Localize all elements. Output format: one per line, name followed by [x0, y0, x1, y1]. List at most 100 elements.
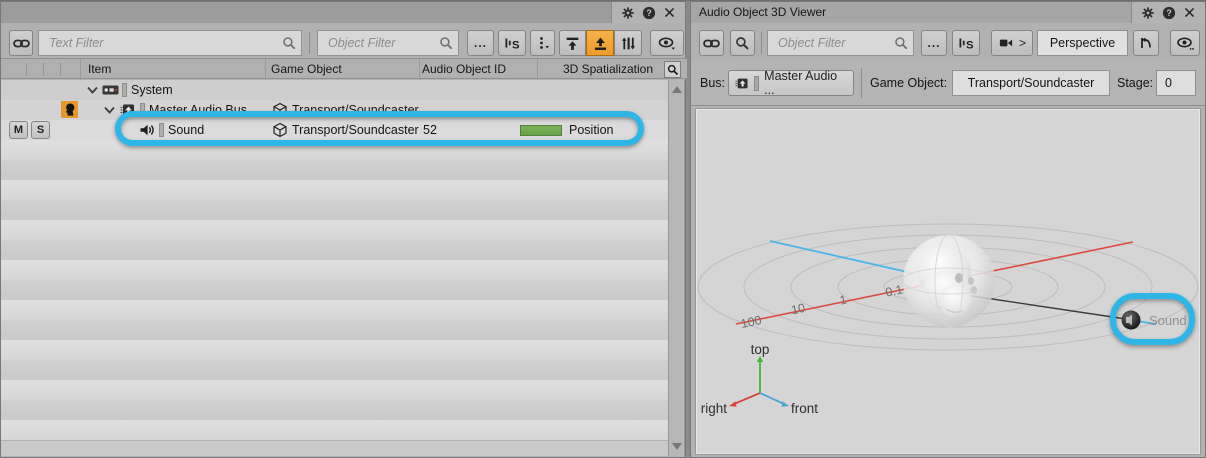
visibility-button[interactable] — [650, 30, 684, 56]
chevron-down-icon[interactable] — [87, 85, 98, 95]
more-options-button[interactable]: ... — [467, 30, 494, 56]
close-icon[interactable] — [662, 5, 677, 20]
help-icon[interactable]: ? — [641, 5, 656, 20]
close-icon[interactable] — [1182, 5, 1197, 20]
column-header-item[interactable]: Item — [88, 62, 112, 76]
scene-canvas: 100 10 1 0.1 — [697, 223, 1199, 416]
soundcaster-filter-button[interactable]: S — [498, 30, 526, 56]
camera-expand-label: > — [1018, 36, 1026, 50]
toolbar-separator — [309, 32, 310, 54]
camera-icon — [999, 39, 1013, 47]
help-icon[interactable]: ? — [1161, 5, 1176, 20]
chevron-down-icon[interactable] — [104, 105, 115, 115]
scroll-up-icon[interactable] — [672, 86, 682, 93]
camera-button[interactable]: > — [991, 30, 1033, 56]
distance-label-0-1: 0.1 — [884, 282, 904, 299]
table-header: Item Game Object Audio Object ID 3D Spat… — [1, 58, 687, 80]
left-titlebar: ? — [1, 2, 685, 23]
left-titlebar-buttons: ? — [611, 2, 685, 23]
audio-bus-icon — [735, 78, 748, 88]
bus-color-bar — [754, 75, 760, 91]
link-button[interactable] — [9, 30, 33, 56]
left-toolbar: ... S — [1, 23, 685, 58]
sort-arrows-icon — [621, 37, 635, 49]
viewer-toolbar: ... S > Perspective — [691, 23, 1205, 60]
audio-objects-panel: ? ... S — [0, 1, 687, 458]
more-options-label: ... — [473, 36, 487, 50]
mute-button[interactable]: M — [9, 121, 28, 139]
listener-head-icon — [61, 101, 78, 118]
row-spatialization-label: Position — [569, 123, 614, 137]
kebab-menu-icon — [539, 37, 549, 49]
viewport-3d[interactable]: 100 10 1 0.1 — [695, 108, 1201, 455]
eject-up-icon — [594, 37, 606, 50]
scroll-down-icon[interactable] — [672, 443, 682, 450]
solo-button[interactable]: S — [31, 121, 50, 139]
controls-separator — [861, 68, 862, 98]
sound-object: Sound — [1121, 310, 1187, 330]
column-header-game-object[interactable]: Game Object — [271, 62, 342, 76]
view-mode-select[interactable]: Perspective — [1037, 30, 1128, 56]
game-object-label: Game Object: — [870, 76, 948, 90]
reset-view-button[interactable] — [1133, 30, 1159, 56]
collapse-all-button[interactable] — [559, 30, 586, 56]
soundcaster-filter-button[interactable]: S — [952, 30, 980, 56]
gizmo-right-label: right — [701, 401, 728, 416]
bus-selector-button[interactable]: Master Audio ... — [728, 69, 854, 97]
table-row-master-audio-bus[interactable]: Master Audio Bus Transport/Soundcaster — [1, 100, 668, 120]
object-filter-input[interactable] — [326, 35, 439, 51]
game-object-cube-icon — [272, 122, 288, 138]
spatialization-meter — [520, 125, 562, 136]
reorder-button[interactable] — [614, 30, 642, 56]
reset-icon — [1141, 37, 1151, 48]
search-icon — [283, 36, 296, 49]
listener-front-axis — [769, 240, 913, 274]
sound-sfx-icon — [139, 122, 155, 138]
viewer-controls-bar: Bus: Master Audio ... Game Object: Trans… — [691, 60, 1205, 106]
row-item-label: System — [131, 83, 173, 97]
distance-label-10: 10 — [790, 301, 807, 318]
move-to-top-button[interactable] — [586, 30, 614, 56]
row-game-object-label: Transport/Soundcaster — [292, 103, 419, 117]
gear-icon[interactable] — [620, 5, 635, 20]
link-button[interactable] — [699, 30, 724, 56]
object-filter[interactable] — [317, 30, 459, 56]
search-icon — [895, 36, 908, 49]
search-button[interactable] — [730, 30, 755, 56]
object-filter-input[interactable] — [776, 35, 894, 51]
more-options-label: ... — [927, 36, 941, 50]
empty-rows — [1, 140, 668, 440]
gear-icon[interactable] — [1140, 5, 1155, 20]
object-filter[interactable] — [767, 30, 914, 56]
profiler-waveform-icon: S — [959, 38, 974, 52]
table-row-system[interactable]: System — [1, 80, 668, 100]
row-audio-object-id: 52 — [423, 123, 437, 137]
stage-field[interactable]: 0 — [1156, 70, 1196, 96]
more-options-button[interactable]: ... — [921, 30, 947, 56]
game-object-field[interactable]: Transport/Soundcaster — [952, 70, 1110, 96]
listener-head — [902, 234, 996, 328]
visibility-button[interactable] — [1170, 30, 1200, 56]
gizmo-front-label: front — [791, 401, 818, 416]
bus-value: Master Audio ... — [764, 69, 838, 97]
eye-icon — [1176, 37, 1194, 50]
text-filter[interactable] — [38, 30, 302, 56]
svg-text:?: ? — [646, 8, 651, 18]
text-filter-input[interactable] — [47, 35, 282, 51]
vertical-scrollbar[interactable] — [668, 80, 685, 456]
bus-label: Bus: — [700, 76, 726, 90]
list-options-button[interactable] — [530, 30, 555, 56]
game-object-cube-icon — [272, 102, 288, 118]
table-row-sound[interactable]: M S Sound Transport/Soundcaster 52 Posit… — [1, 120, 668, 140]
search-icon — [667, 64, 678, 75]
header-search-button[interactable] — [664, 61, 681, 78]
search-icon — [440, 36, 453, 49]
table-bottom-strip — [1, 440, 668, 456]
column-header-3d-spatialization[interactable]: 3D Spatialization — [562, 62, 653, 76]
column-header-audio-object-id[interactable]: Audio Object ID — [422, 62, 507, 76]
game-object-value: Transport/Soundcaster — [967, 76, 1095, 90]
sound-object-label: Sound — [1149, 313, 1187, 328]
stage-label: Stage: — [1117, 76, 1154, 90]
row-game-object-label: Transport/Soundcaster — [292, 123, 419, 137]
